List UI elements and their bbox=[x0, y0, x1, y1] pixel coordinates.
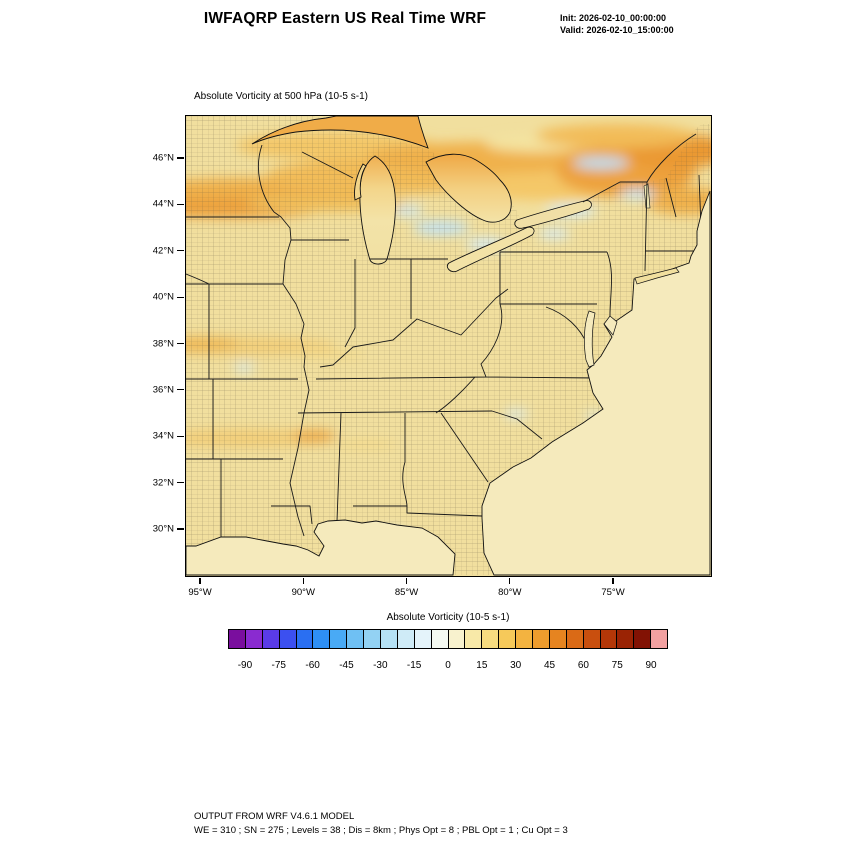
colorbar-tick-label: 30 bbox=[510, 660, 522, 671]
colorbar-segment bbox=[533, 630, 550, 648]
colorbar-tick-labels: -90 -75 -60 -45 -30 -15 0 15 30 45 60 75 90 bbox=[228, 660, 668, 674]
colorbar bbox=[228, 629, 668, 649]
map-frame bbox=[185, 115, 712, 577]
lon-tick-mark bbox=[405, 578, 408, 584]
lon-tick-label: 85°W bbox=[394, 587, 419, 598]
lat-tick-label: 30°N bbox=[152, 523, 174, 535]
lat-tick-label: 36°N bbox=[152, 384, 174, 396]
colorbar-segment bbox=[617, 630, 635, 648]
colorbar-segment bbox=[347, 630, 365, 648]
colorbar-segment bbox=[583, 630, 601, 648]
colorbar-tick-label: 90 bbox=[645, 660, 657, 671]
lat-tick-label: 34°N bbox=[152, 430, 174, 442]
colorbar-segment bbox=[364, 630, 382, 648]
lon-tick-label: 95°W bbox=[188, 587, 212, 598]
lat-tick-mark bbox=[177, 389, 184, 391]
footer-block: OUTPUT FROM WRF V4.6.1 MODEL WE = 310 ; … bbox=[194, 810, 568, 837]
lat-tick-label: 38°N bbox=[152, 338, 174, 349]
lat-tick-label: 32°N bbox=[152, 477, 174, 489]
colorbar-segment bbox=[313, 630, 331, 648]
map-plot-title: Absolute Vorticity at 500 hPa (10-5 s-1) bbox=[194, 91, 368, 102]
colorbar-segment bbox=[482, 630, 500, 648]
colorbar-tick-label: 0 bbox=[445, 660, 451, 671]
footer-config-line: WE = 310 ; SN = 275 ; Levels = 38 ; Dis … bbox=[194, 824, 568, 836]
colorbar-segment bbox=[279, 630, 297, 648]
lon-tick-mark bbox=[612, 578, 614, 584]
colorbar-tick-label: -75 bbox=[271, 660, 286, 671]
lat-tick-label: 42°N bbox=[152, 245, 174, 257]
colorbar-tick-label: -15 bbox=[406, 660, 422, 671]
lat-tick-mark bbox=[177, 296, 184, 298]
lat-tick-mark bbox=[177, 528, 184, 530]
lat-tick-mark bbox=[177, 250, 184, 252]
colorbar-segment bbox=[414, 630, 432, 648]
lon-tick-mark bbox=[302, 578, 304, 584]
colorbar-segment bbox=[330, 630, 348, 648]
valid-time: Valid: 2026-02-10_15:00:00 bbox=[560, 25, 674, 35]
colorbar-segment bbox=[549, 630, 567, 648]
lat-tick-label: 40°N bbox=[152, 291, 174, 303]
colorbar-title: Absolute Vorticity (10-5 s-1) bbox=[386, 612, 510, 623]
colorbar-tick-label: -30 bbox=[373, 660, 388, 671]
colorbar-segment bbox=[262, 630, 280, 648]
colorbar-segment bbox=[431, 630, 449, 648]
colorbar-segment bbox=[516, 630, 534, 648]
colorbar-segment bbox=[229, 630, 246, 648]
colorbar-tick-label: -45 bbox=[339, 660, 354, 671]
colorbar-tick-label: 15 bbox=[476, 660, 488, 671]
colorbar-tick-label: 75 bbox=[611, 660, 623, 671]
lat-tick-label: 46°N bbox=[152, 152, 174, 164]
colorbar-segment bbox=[245, 630, 263, 648]
lon-tick-label: 75°W bbox=[601, 587, 625, 598]
lat-tick-mark bbox=[177, 435, 184, 437]
page-title: IWFAQRP Eastern US Real Time WRF bbox=[203, 10, 487, 27]
lat-tick-mark bbox=[177, 157, 184, 159]
colorbar-segment bbox=[465, 630, 483, 648]
lon-tick-label: 90°W bbox=[291, 587, 315, 598]
colorbar-segment bbox=[600, 630, 618, 648]
colorbar-segment bbox=[499, 630, 517, 648]
lat-tick-label: 44°N bbox=[152, 198, 174, 210]
lon-tick-mark bbox=[199, 578, 201, 584]
lat-tick-mark bbox=[177, 203, 184, 205]
lat-tick-mark bbox=[177, 482, 184, 484]
colorbar-segment bbox=[566, 630, 584, 648]
lon-tick-label: 80°W bbox=[498, 587, 522, 598]
footer-model-line: OUTPUT FROM WRF V4.6.1 MODEL bbox=[194, 811, 355, 822]
colorbar-segment bbox=[634, 630, 652, 648]
lon-tick-mark bbox=[509, 578, 511, 584]
vorticity-map-graphic bbox=[186, 116, 711, 576]
init-valid-block: Init: 2026-02-10_00:00:00 Valid: 2026-02… bbox=[560, 12, 674, 36]
colorbar-segment bbox=[651, 630, 668, 648]
lat-tick-mark bbox=[177, 342, 184, 345]
colorbar-segment bbox=[296, 630, 314, 648]
colorbar-segment bbox=[381, 630, 398, 648]
colorbar-segment bbox=[397, 630, 415, 648]
colorbar-segment bbox=[448, 630, 466, 648]
colorbar-tick-label: -90 bbox=[237, 660, 253, 671]
colorbar-tick-label: 60 bbox=[577, 660, 589, 671]
init-time: Init: 2026-02-10_00:00:00 bbox=[560, 13, 667, 23]
colorbar-tick-label: 45 bbox=[543, 660, 556, 671]
colorbar-tick-label: -60 bbox=[305, 660, 320, 671]
